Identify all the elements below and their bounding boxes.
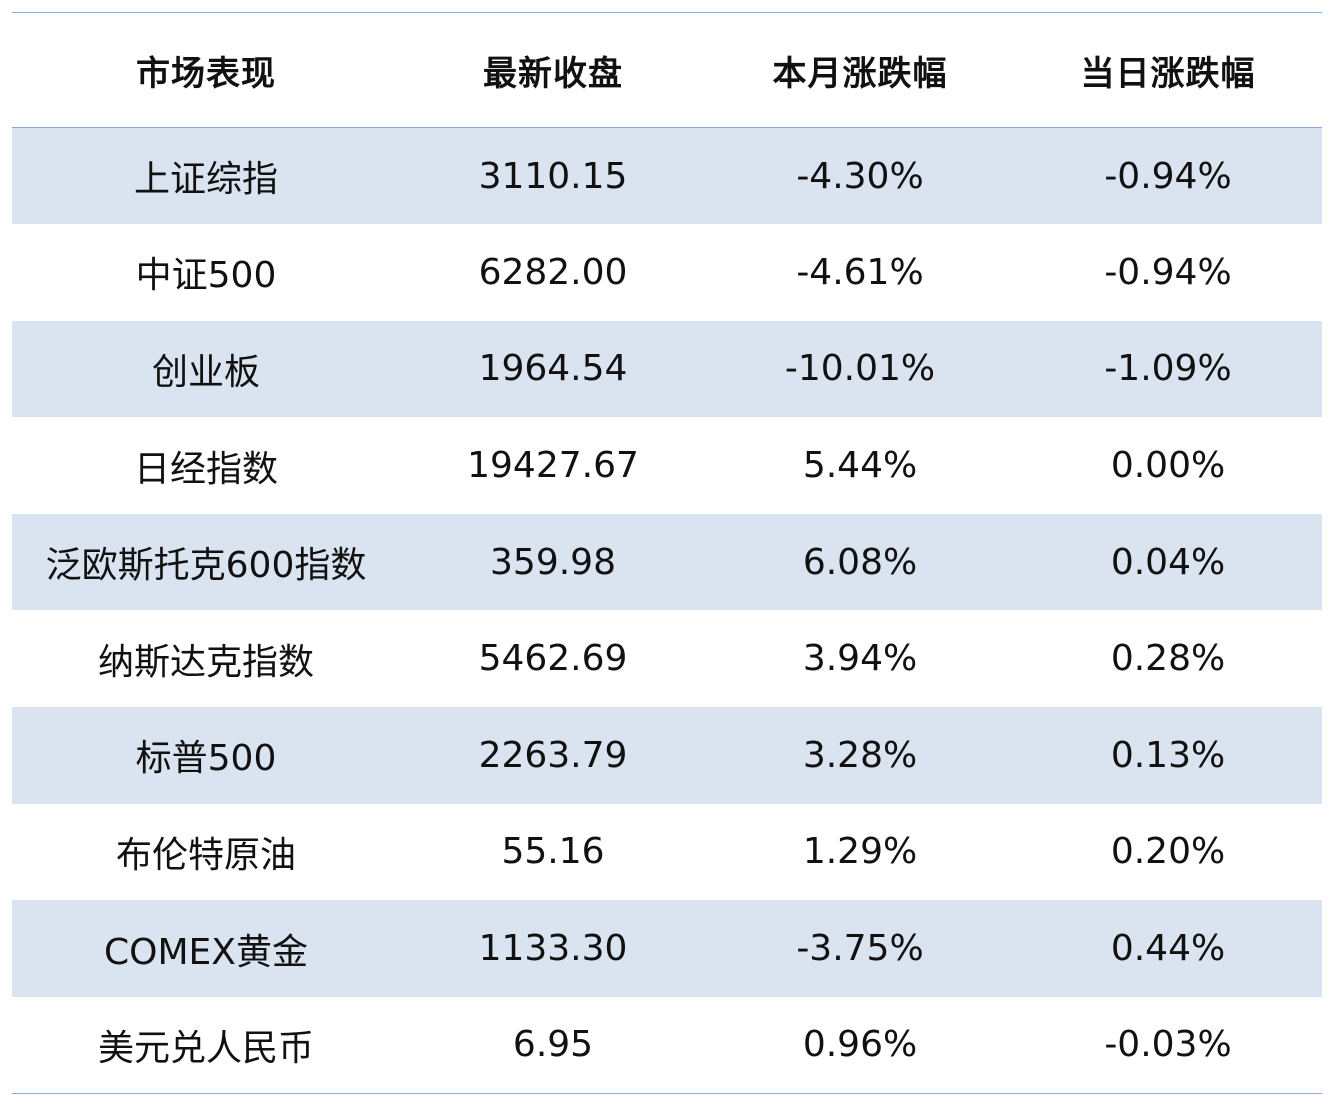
cell-latest-close: 1964.54 (478, 348, 628, 390)
cell-latest-close: 6282.00 (478, 251, 628, 293)
cell-market: 布伦特原油 (115, 834, 296, 876)
cell-monthly-change: -10.01% (784, 348, 936, 390)
cell-daily-change: 0.13% (1110, 734, 1226, 776)
cell-monthly-change: 3.94% (802, 638, 918, 680)
cell-latest-close: 2263.79 (478, 734, 628, 776)
cell-latest-close: 1133.30 (478, 928, 628, 970)
cell-daily-change: 0.04% (1110, 541, 1226, 583)
cell-latest-close: 359.98 (490, 541, 616, 583)
cell-market: 上证综指 (133, 159, 278, 201)
cell-monthly-change: 5.44% (802, 445, 918, 487)
table-row: 标普500 2263.79 3.28% 0.13% (12, 707, 1322, 804)
cell-monthly-change: -3.75% (796, 928, 924, 970)
cell-market: 美元兑人民币 (97, 1027, 314, 1069)
table-row: 中证500 6282.00 -4.61% -0.94% (12, 224, 1322, 321)
cell-market: 日经指数 (133, 448, 278, 490)
cell-market: 中证500 (135, 255, 277, 297)
table-row: 泛欧斯托克600指数 359.98 6.08% 0.04% (12, 513, 1322, 611)
table-row: 布伦特原油 55.16 1.29% 0.20% (12, 804, 1322, 901)
cell-daily-change: -0.94% (1104, 155, 1232, 197)
table-row: 创业板 1964.54 -10.01% -1.09% (12, 320, 1322, 418)
cell-monthly-change: 3.28% (802, 734, 918, 776)
cell-monthly-change: 0.96% (802, 1024, 918, 1066)
header-monthly-change: 本月涨跌幅 (772, 53, 948, 94)
cell-daily-change: -1.09% (1104, 348, 1232, 390)
cell-daily-change: 0.44% (1110, 928, 1226, 970)
cell-market: 纳斯达克指数 (97, 641, 314, 683)
header-market: 市场表现 (136, 53, 276, 94)
market-performance-table: 市场表现 最新收盘 本月涨跌幅 当日涨跌幅 上证综指 3110.15 -4.30… (12, 12, 1322, 1094)
cell-daily-change: 0.20% (1110, 831, 1226, 873)
cell-latest-close: 6.95 (512, 1024, 594, 1066)
table-row: 上证综指 3110.15 -4.30% -0.94% (12, 127, 1322, 225)
cell-daily-change: -0.94% (1104, 251, 1232, 293)
cell-latest-close: 5462.69 (478, 638, 628, 680)
cell-monthly-change: -4.61% (796, 251, 924, 293)
market-performance-table-container: 市场表现 最新收盘 本月涨跌幅 当日涨跌幅 上证综指 3110.15 -4.30… (12, 12, 1322, 1094)
table-row: COMEX黄金 1133.30 -3.75% 0.44% (12, 900, 1322, 997)
cell-latest-close: 19427.67 (467, 445, 639, 487)
cell-monthly-change: -4.30% (796, 155, 924, 197)
cell-market: 泛欧斯托克600指数 (45, 545, 367, 587)
table-row: 纳斯达克指数 5462.69 3.94% 0.28% (12, 610, 1322, 707)
cell-market: 标普500 (135, 738, 277, 780)
cell-monthly-change: 6.08% (802, 541, 918, 583)
cell-latest-close: 55.16 (501, 831, 605, 873)
cell-monthly-change: 1.29% (802, 831, 918, 873)
table-row: 美元兑人民币 6.95 0.96% -0.03% (12, 997, 1322, 1094)
table-body: 上证综指 3110.15 -4.30% -0.94% 中证500 6282.00… (12, 127, 1322, 1094)
table-header: 市场表现 最新收盘 本月涨跌幅 当日涨跌幅 (12, 12, 1322, 128)
table-row: 日经指数 19427.67 5.44% 0.00% (12, 417, 1322, 514)
cell-latest-close: 3110.15 (478, 155, 628, 197)
cell-daily-change: -0.03% (1104, 1024, 1232, 1066)
cell-daily-change: 0.00% (1110, 445, 1226, 487)
header-row: 市场表现 最新收盘 本月涨跌幅 当日涨跌幅 (12, 12, 1322, 128)
header-daily-change: 当日涨跌幅 (1080, 53, 1256, 94)
cell-daily-change: 0.28% (1110, 638, 1226, 680)
cell-market: COMEX黄金 (104, 931, 308, 973)
cell-market: 创业板 (151, 351, 260, 393)
header-latest-close: 最新收盘 (483, 53, 623, 94)
